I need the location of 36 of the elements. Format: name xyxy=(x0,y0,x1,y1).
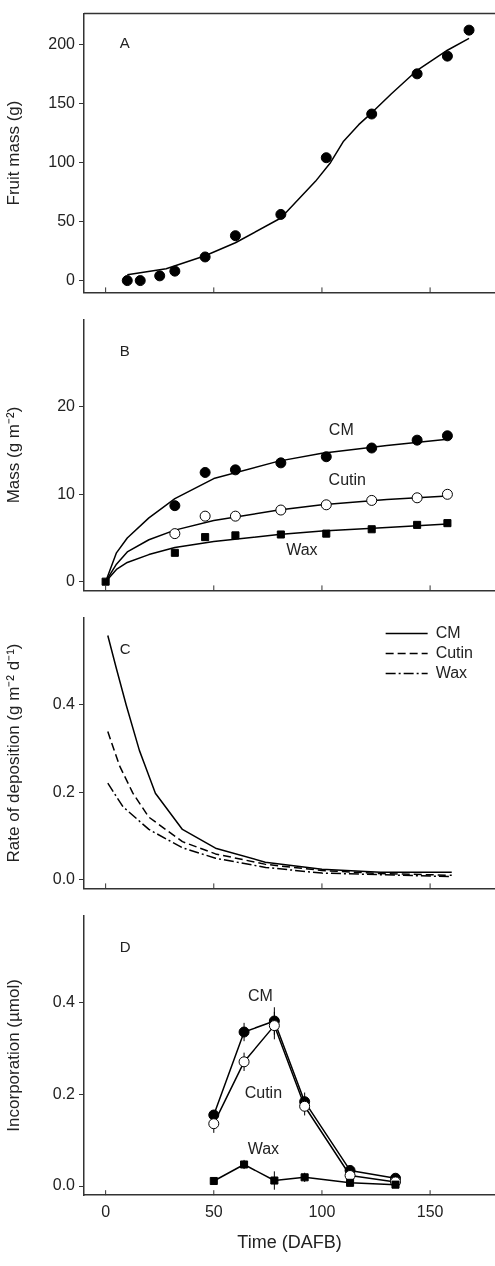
y-axis-title: Mass (g m⁻²) xyxy=(3,406,23,504)
y-tick-label: 20 xyxy=(57,397,76,415)
text: A xyxy=(119,33,130,51)
series-label: Wax xyxy=(286,540,318,558)
x-tick-label: 0 xyxy=(101,1203,111,1221)
y-axis-title: Fruit mass (g) xyxy=(3,100,23,206)
y-tick-label: 100 xyxy=(48,152,76,170)
x-tick-label: 100 xyxy=(308,1203,336,1221)
x-tick-label: 50 xyxy=(204,1203,223,1221)
y-tick-label: 0.0 xyxy=(52,870,76,888)
y-tick-label: 0.2 xyxy=(52,1084,76,1102)
y-tick-label: 10 xyxy=(57,484,76,502)
legend-label: Cutin xyxy=(435,644,474,662)
y-tick-label: 0.4 xyxy=(52,695,76,713)
x-tick-label: 150 xyxy=(416,1203,444,1221)
series-label: Cutin xyxy=(244,1084,283,1102)
y-tick-label: 0 xyxy=(66,270,76,288)
y-tick-label: 50 xyxy=(57,211,76,229)
legend-label: Wax xyxy=(435,664,468,682)
x-axis-title: Time (DAFB) xyxy=(237,1232,342,1253)
series-label: Cutin xyxy=(328,471,366,489)
y-tick-label: 0.0 xyxy=(52,1176,76,1194)
series-label: Wax xyxy=(247,1139,280,1157)
y-tick-label: 0.4 xyxy=(52,993,76,1011)
y-axis-title: Rate of deposition (g m⁻² d⁻¹) xyxy=(3,643,23,863)
text: C xyxy=(119,639,131,657)
text: D xyxy=(119,937,131,955)
text: B xyxy=(119,341,130,359)
y-axis-title: Incorporation (µmol) xyxy=(3,979,23,1132)
series-label: CM xyxy=(247,987,273,1005)
y-tick-label: 0 xyxy=(66,572,76,590)
y-tick-label: 150 xyxy=(48,93,76,111)
y-tick-label: 200 xyxy=(48,34,76,52)
legend-label: CM xyxy=(435,624,461,642)
series-label: CM xyxy=(328,421,354,439)
y-tick-label: 0.2 xyxy=(52,782,76,800)
